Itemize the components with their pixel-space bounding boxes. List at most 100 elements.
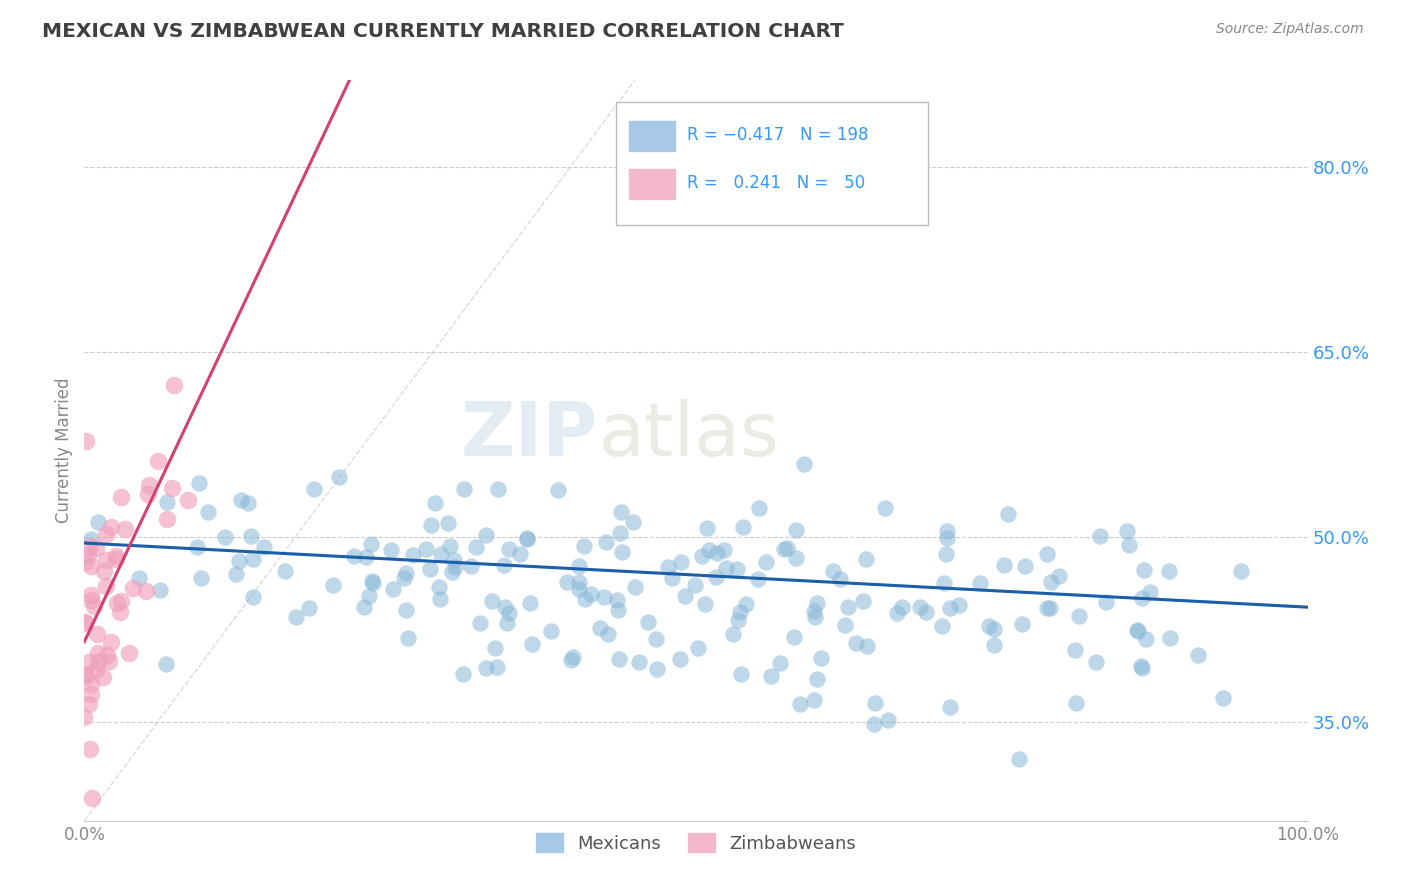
Point [94,553,117,567]
Point [1126,624,1149,639]
Point [492,558,515,573]
Point [156,494,179,508]
Point [683,577,706,591]
Point [935,524,957,539]
Point [516,531,538,545]
Point [240,529,263,543]
Point [574,591,596,606]
Point [716,560,738,574]
Point [706,546,728,560]
Point [100,519,122,533]
Point [785,523,807,537]
Point [494,600,516,615]
Point [190,571,212,585]
Point [1130,660,1153,674]
Point [80,593,103,607]
Point [863,716,886,731]
Point [395,566,418,580]
Point [803,604,825,618]
Point [361,576,384,591]
Point [328,469,350,483]
Point [1008,752,1031,766]
Point [285,610,308,624]
Point [810,651,832,665]
Text: MEXICAN VS ZIMBABWEAN CURRENTLY MARRIED CORRELATION CHART: MEXICAN VS ZIMBABWEAN CURRENTLY MARRIED … [42,22,844,41]
Point [610,505,633,519]
Point [1088,528,1111,542]
Point [934,575,956,590]
Point [606,593,628,607]
Point [484,641,506,656]
Point [93,564,115,578]
Point [852,594,875,608]
Point [443,553,465,567]
Point [1230,564,1253,578]
Point [498,541,520,556]
Point [855,551,877,566]
Point [122,582,145,596]
Point [380,543,402,558]
Point [628,656,651,670]
Point [1139,585,1161,599]
Point [79,742,101,756]
Point [75,668,97,682]
Point [186,541,208,555]
Point [177,493,200,508]
Point [439,539,461,553]
Point [1085,655,1108,669]
Point [671,555,693,569]
Point [886,606,908,620]
Point [91,670,114,684]
Point [87,646,110,660]
Point [436,516,458,530]
Point [228,554,250,568]
Point [1135,632,1157,647]
Point [645,662,668,676]
Point [214,530,236,544]
Point [993,558,1015,572]
Point [624,580,647,594]
Point [440,565,463,579]
Point [727,613,749,627]
Point [86,627,108,641]
Point [806,672,828,686]
Point [1067,608,1090,623]
Point [520,637,543,651]
Point [969,575,991,590]
Point [773,541,796,556]
Point [713,543,735,558]
Point [460,559,482,574]
Point [343,549,366,563]
Point [84,663,107,677]
Point [474,661,496,675]
Point [302,483,325,497]
Point [1133,563,1156,577]
Point [1064,696,1087,710]
Point [915,605,938,619]
Point [75,434,97,449]
Point [429,592,451,607]
Point [354,549,377,564]
Point [1014,558,1036,573]
Point [73,710,96,724]
Point [610,545,633,559]
Point [381,582,404,596]
Point [876,714,898,728]
Point [769,657,792,671]
Point [979,619,1001,633]
Point [1130,658,1153,673]
Point [1011,617,1033,632]
Point [589,621,612,635]
Point [155,657,177,671]
Point [540,624,562,638]
Point [242,590,264,604]
Point [80,687,103,701]
Point [197,505,219,519]
Bar [628,121,675,151]
Point [75,615,97,630]
Point [686,641,709,656]
Point [474,528,496,542]
Point [516,532,538,546]
Point [444,560,467,574]
Point [1130,591,1153,606]
